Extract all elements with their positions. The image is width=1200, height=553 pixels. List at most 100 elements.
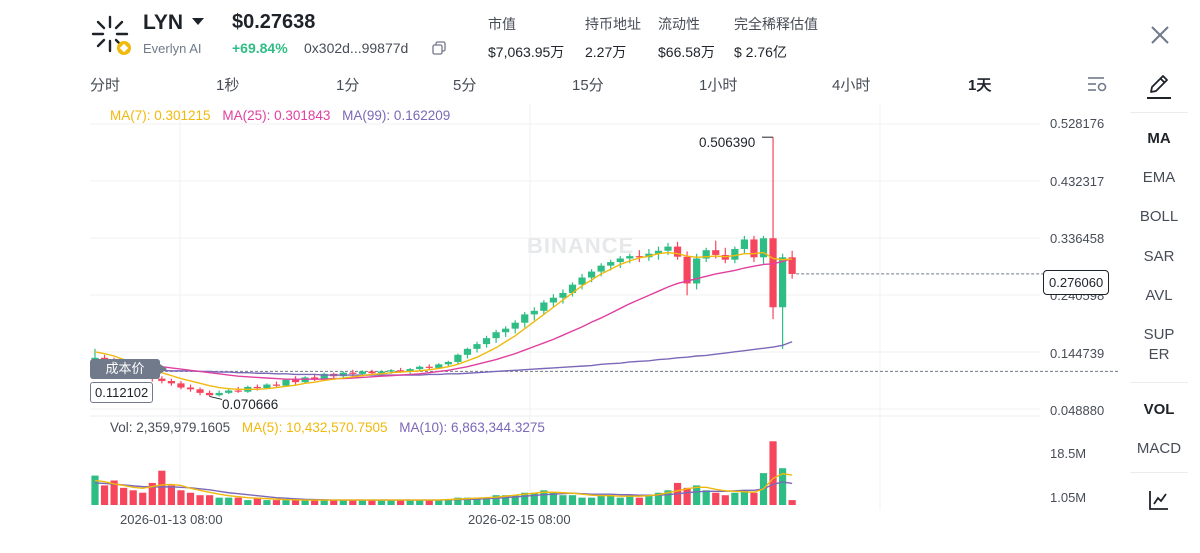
x-tick: 2026-01-13 08:00 bbox=[120, 512, 223, 527]
volume-bar bbox=[530, 492, 538, 505]
candle bbox=[272, 384, 281, 386]
ma25-legend: MA(25): 0.301843 bbox=[222, 108, 331, 123]
volume-bar bbox=[301, 500, 309, 505]
volume-bar bbox=[425, 500, 433, 505]
tab-5m[interactable]: 5分 bbox=[453, 77, 477, 94]
candle bbox=[492, 332, 500, 339]
candle bbox=[683, 256, 691, 284]
indicator-ma[interactable]: MA bbox=[1147, 130, 1171, 147]
volume-bar bbox=[779, 468, 787, 505]
candle bbox=[568, 284, 577, 293]
candle bbox=[626, 256, 634, 259]
indicator-super[interactable]: SUPER bbox=[1143, 326, 1175, 363]
candle bbox=[425, 366, 433, 368]
volume-bar bbox=[215, 497, 223, 505]
close-icon[interactable] bbox=[1148, 23, 1172, 47]
volume-bar bbox=[148, 482, 156, 505]
volume-bar bbox=[320, 500, 328, 505]
tab-1s[interactable]: 1秒 bbox=[216, 77, 240, 94]
volume-bar bbox=[282, 500, 290, 505]
volume-bar bbox=[788, 500, 796, 505]
tab-1h[interactable]: 1小时 bbox=[699, 77, 738, 94]
volume-bar bbox=[502, 495, 510, 505]
volume-bar bbox=[693, 485, 701, 505]
candle bbox=[502, 328, 510, 333]
indicator-macd[interactable]: MACD bbox=[1136, 440, 1182, 457]
stat-value: $ 2.76亿 bbox=[734, 44, 787, 60]
tab-15m[interactable]: 15分 bbox=[572, 77, 604, 94]
stat-value: 2.27万 bbox=[585, 44, 627, 60]
candle bbox=[320, 373, 328, 379]
candle bbox=[702, 250, 710, 259]
volume-bar bbox=[311, 500, 319, 505]
volume-bar bbox=[435, 500, 443, 505]
indicator-boll[interactable]: BOLL bbox=[1139, 208, 1179, 225]
candle bbox=[186, 387, 195, 390]
chart-settings-icon[interactable] bbox=[1086, 73, 1108, 95]
y-tick: 0.144739 bbox=[1050, 346, 1105, 361]
candle bbox=[635, 256, 643, 258]
chevron-down-icon[interactable] bbox=[192, 18, 204, 25]
indicator-sar[interactable]: SAR bbox=[1143, 248, 1175, 265]
trend-chart-icon[interactable] bbox=[1147, 488, 1171, 512]
candle bbox=[654, 250, 663, 254]
candle bbox=[263, 384, 271, 389]
token-name: Everlyn AI bbox=[143, 41, 202, 56]
volume-bar bbox=[702, 490, 710, 505]
volume-bar bbox=[492, 495, 500, 505]
candle bbox=[349, 372, 357, 374]
candle bbox=[712, 250, 720, 255]
volume-bar bbox=[349, 500, 357, 505]
y-tick: 0.432317 bbox=[1050, 174, 1105, 189]
sidebar-divider bbox=[1130, 112, 1188, 113]
volume-bar bbox=[540, 490, 548, 505]
token-logo bbox=[91, 15, 131, 55]
ma7-line bbox=[94, 251, 793, 391]
candle bbox=[597, 265, 605, 272]
volume-bar bbox=[454, 497, 462, 505]
ma7-legend: MA(7): 0.301215 bbox=[110, 108, 211, 123]
volume-bar bbox=[731, 492, 739, 505]
candle bbox=[225, 390, 233, 393]
volume-bar bbox=[244, 500, 252, 505]
tab-1m[interactable]: 1分 bbox=[336, 77, 360, 94]
volume-bar bbox=[186, 492, 195, 505]
candle bbox=[177, 383, 185, 388]
pen-icon[interactable] bbox=[1147, 72, 1171, 96]
candle bbox=[397, 370, 405, 372]
candle bbox=[521, 314, 529, 323]
candle bbox=[311, 377, 319, 379]
volume-bar bbox=[511, 495, 519, 505]
indicator-ema[interactable]: EMA bbox=[1142, 169, 1176, 186]
candlestick-chart[interactable] bbox=[0, 0, 1130, 553]
tab-timeline[interactable]: 分时 bbox=[90, 77, 121, 94]
volume-bar bbox=[358, 500, 366, 505]
volume-bar bbox=[272, 500, 281, 505]
vol-tick: 18.5M bbox=[1050, 446, 1087, 461]
volume-bar bbox=[616, 497, 624, 505]
vol-value: Vol: 2,359,979.1605 bbox=[110, 420, 231, 435]
volume-bar bbox=[721, 495, 729, 505]
candle bbox=[530, 310, 538, 315]
indicator-vol[interactable]: VOL bbox=[1143, 401, 1175, 418]
ma-legend: MA(7): 0.301215 MA(25): 0.301843 MA(99):… bbox=[110, 108, 458, 123]
token-price: $0.27638 bbox=[232, 11, 316, 33]
volume-bar bbox=[444, 500, 452, 505]
candle bbox=[377, 371, 386, 374]
volume-bar bbox=[654, 492, 663, 505]
volume-bar bbox=[578, 497, 586, 505]
candle bbox=[740, 239, 748, 249]
stat-fdv: 完全稀释估值 $ 2.76亿 bbox=[734, 14, 818, 62]
tab-1d[interactable]: 1天 bbox=[968, 77, 992, 94]
volume-bar bbox=[683, 487, 691, 505]
volume-bar bbox=[664, 490, 672, 505]
contract-address: 0x302d...99877d bbox=[304, 40, 409, 56]
vol-tick: 1.05M bbox=[1050, 490, 1087, 505]
copy-icon[interactable] bbox=[432, 41, 446, 55]
token-symbol[interactable]: LYN bbox=[143, 11, 184, 34]
candle bbox=[731, 248, 739, 260]
tab-4h[interactable]: 4小时 bbox=[832, 77, 871, 94]
y-tick: 0.336458 bbox=[1050, 231, 1105, 246]
ma99-legend: MA(99): 0.162209 bbox=[342, 108, 451, 123]
indicator-avl[interactable]: AVL bbox=[1145, 287, 1173, 304]
